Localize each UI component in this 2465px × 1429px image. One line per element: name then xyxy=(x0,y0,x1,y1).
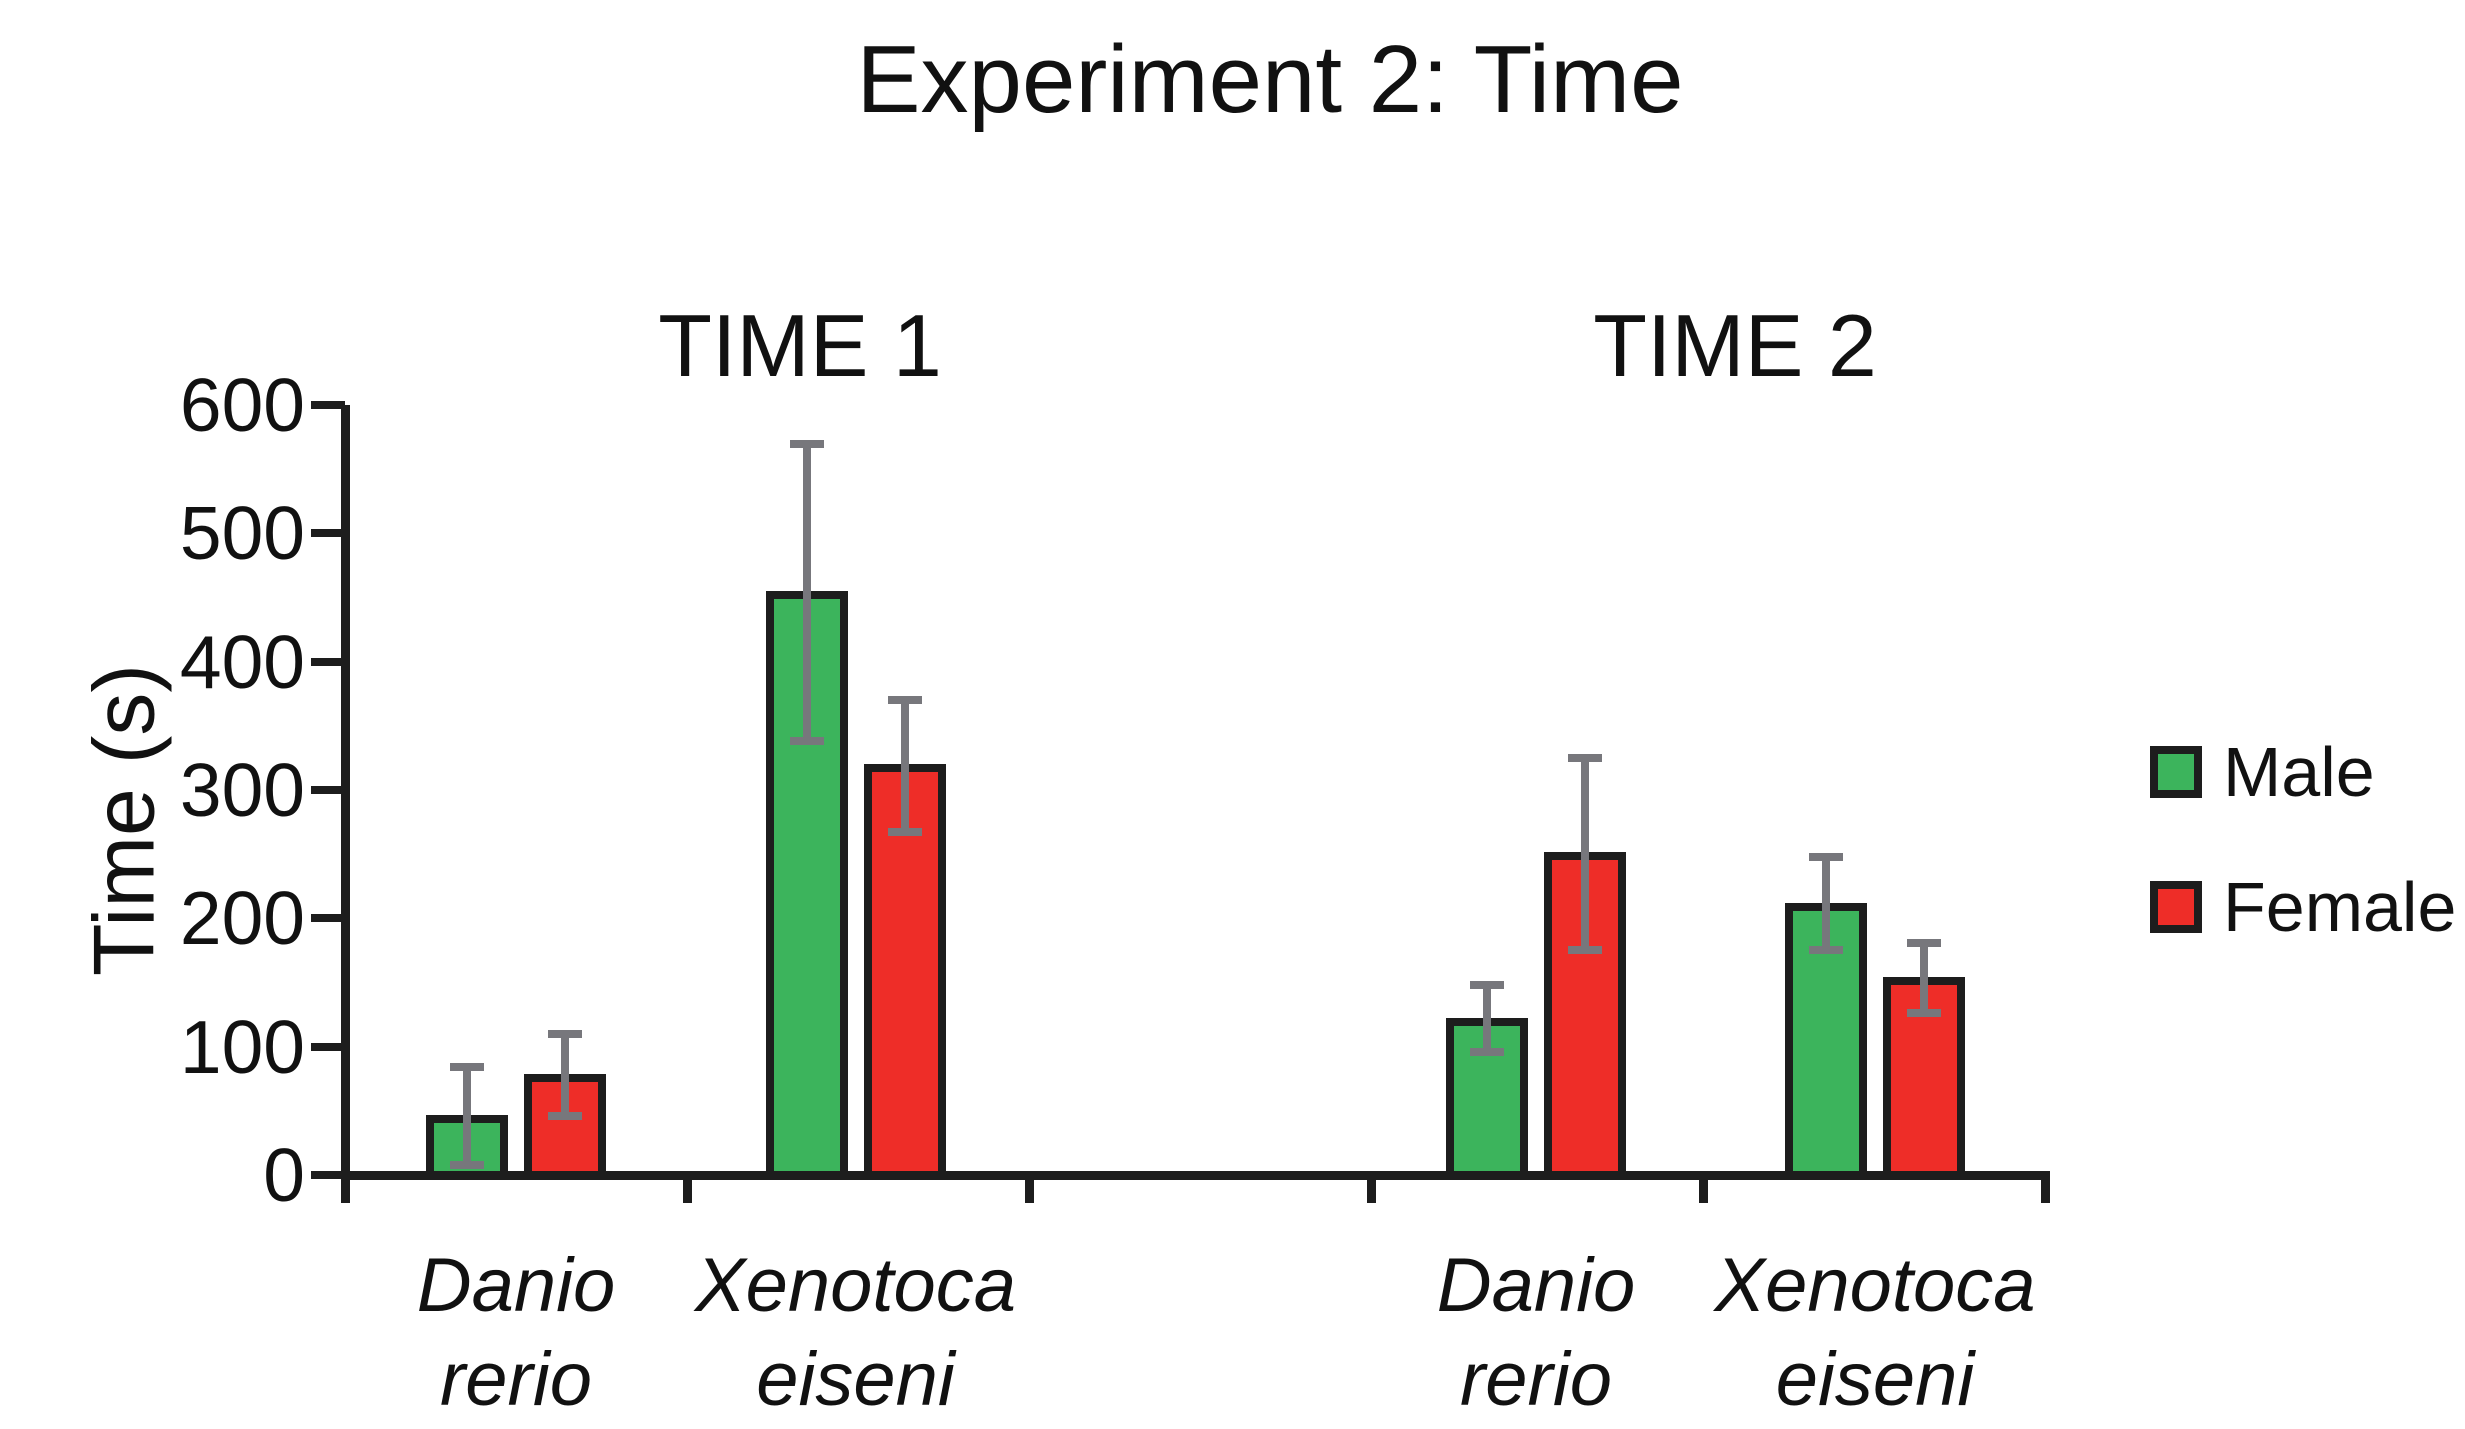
x-category-label-xenotoca-eiseni-time-1: Xenotoca eiseni xyxy=(694,1243,1017,1423)
legend-swatch-female xyxy=(2150,881,2202,933)
y-tick-label-200: 200 xyxy=(179,876,305,961)
panel-header-time-2: TIME 2 xyxy=(1593,296,1877,395)
error-bar-line-male-danio-rerio-time-2 xyxy=(1483,985,1491,1052)
error-bar-cap-bottom-male-xenotoca-eiseni-time-1 xyxy=(789,737,824,746)
x-tick-mark-1 xyxy=(1025,1171,1034,1203)
error-bar-cap-bottom-male-danio-rerio-time-2 xyxy=(1470,1047,1504,1056)
bar-female-xenotoca-eiseni-time-2 xyxy=(1883,977,1965,1179)
y-axis-line xyxy=(341,405,350,1203)
error-bar-cap-top-male-xenotoca-eiseni-time-2 xyxy=(1809,852,1843,861)
legend-swatch-male xyxy=(2150,746,2202,798)
error-bar-cap-top-male-danio-rerio-time-2 xyxy=(1470,981,1504,990)
x-category-label-xenotoca-eiseni-time-2: Xenotoca eiseni xyxy=(1714,1243,2036,1423)
error-bar-cap-top-male-danio-rerio-time-1 xyxy=(450,1063,484,1072)
y-tick-label-100: 100 xyxy=(179,1004,305,1089)
error-bar-cap-bottom-female-danio-rerio-time-1 xyxy=(548,1111,582,1120)
error-bar-line-male-xenotoca-eiseni-time-2 xyxy=(1822,856,1830,951)
legend-item-male: Male xyxy=(2150,737,2375,807)
y-tick-mark-600 xyxy=(311,401,345,409)
error-bar-line-female-xenotoca-eiseni-time-2 xyxy=(1920,942,1928,1014)
y-tick-label-600: 600 xyxy=(179,363,305,447)
error-bar-cap-top-male-xenotoca-eiseni-time-1 xyxy=(789,439,824,448)
legend-item-female: Female xyxy=(2150,872,2456,942)
error-bar-line-male-xenotoca-eiseni-time-1 xyxy=(802,443,811,742)
y-tick-mark-400 xyxy=(311,657,345,666)
error-bar-cap-bottom-female-xenotoca-eiseni-time-1 xyxy=(887,828,922,837)
chart-title: Experiment 2: Time xyxy=(856,26,1684,133)
x-axis-line xyxy=(341,1171,2049,1180)
legend-label-female: Female xyxy=(2223,868,2457,946)
y-tick-label-400: 400 xyxy=(179,619,305,704)
y-tick-mark-100 xyxy=(311,1042,345,1051)
error-bar-cap-top-female-danio-rerio-time-1 xyxy=(548,1029,582,1038)
x-tick-mark-4 xyxy=(2041,1171,2050,1203)
y-tick-mark-300 xyxy=(311,786,345,794)
error-bar-line-female-xenotoca-eiseni-time-1 xyxy=(900,700,909,833)
error-bar-line-female-danio-rerio-time-2 xyxy=(1581,757,1589,951)
error-bar-cap-top-female-danio-rerio-time-2 xyxy=(1568,753,1602,762)
y-tick-label-0: 0 xyxy=(263,1133,305,1217)
x-tick-mark-2 xyxy=(1367,1171,1376,1203)
error-bar-cap-bottom-male-xenotoca-eiseni-time-2 xyxy=(1809,946,1843,955)
error-bar-cap-bottom-female-xenotoca-eiseni-time-2 xyxy=(1907,1009,1941,1018)
y-tick-label-300: 300 xyxy=(179,748,305,832)
x-category-label-danio-rerio-time-1: Danio rerio xyxy=(416,1243,616,1423)
y-tick-label-500: 500 xyxy=(179,491,305,576)
error-bar-line-male-danio-rerio-time-1 xyxy=(463,1067,471,1165)
y-tick-mark-200 xyxy=(311,914,345,923)
x-tick-mark-3 xyxy=(1699,1171,1708,1203)
y-tick-mark-500 xyxy=(311,529,345,538)
y-tick-mark-0 xyxy=(311,1171,345,1179)
panel-header-time-1: TIME 1 xyxy=(658,296,942,395)
x-tick-mark-0 xyxy=(683,1171,692,1203)
x-category-label-danio-rerio-time-2: Danio rerio xyxy=(1436,1243,1636,1423)
error-bar-cap-top-female-xenotoca-eiseni-time-2 xyxy=(1907,938,1941,947)
legend-label-male: Male xyxy=(2223,733,2375,811)
error-bar-cap-bottom-male-danio-rerio-time-1 xyxy=(450,1160,484,1169)
error-bar-cap-top-female-xenotoca-eiseni-time-1 xyxy=(887,696,922,705)
error-bar-line-female-danio-rerio-time-1 xyxy=(561,1033,569,1116)
error-bar-cap-bottom-female-danio-rerio-time-2 xyxy=(1568,946,1602,955)
